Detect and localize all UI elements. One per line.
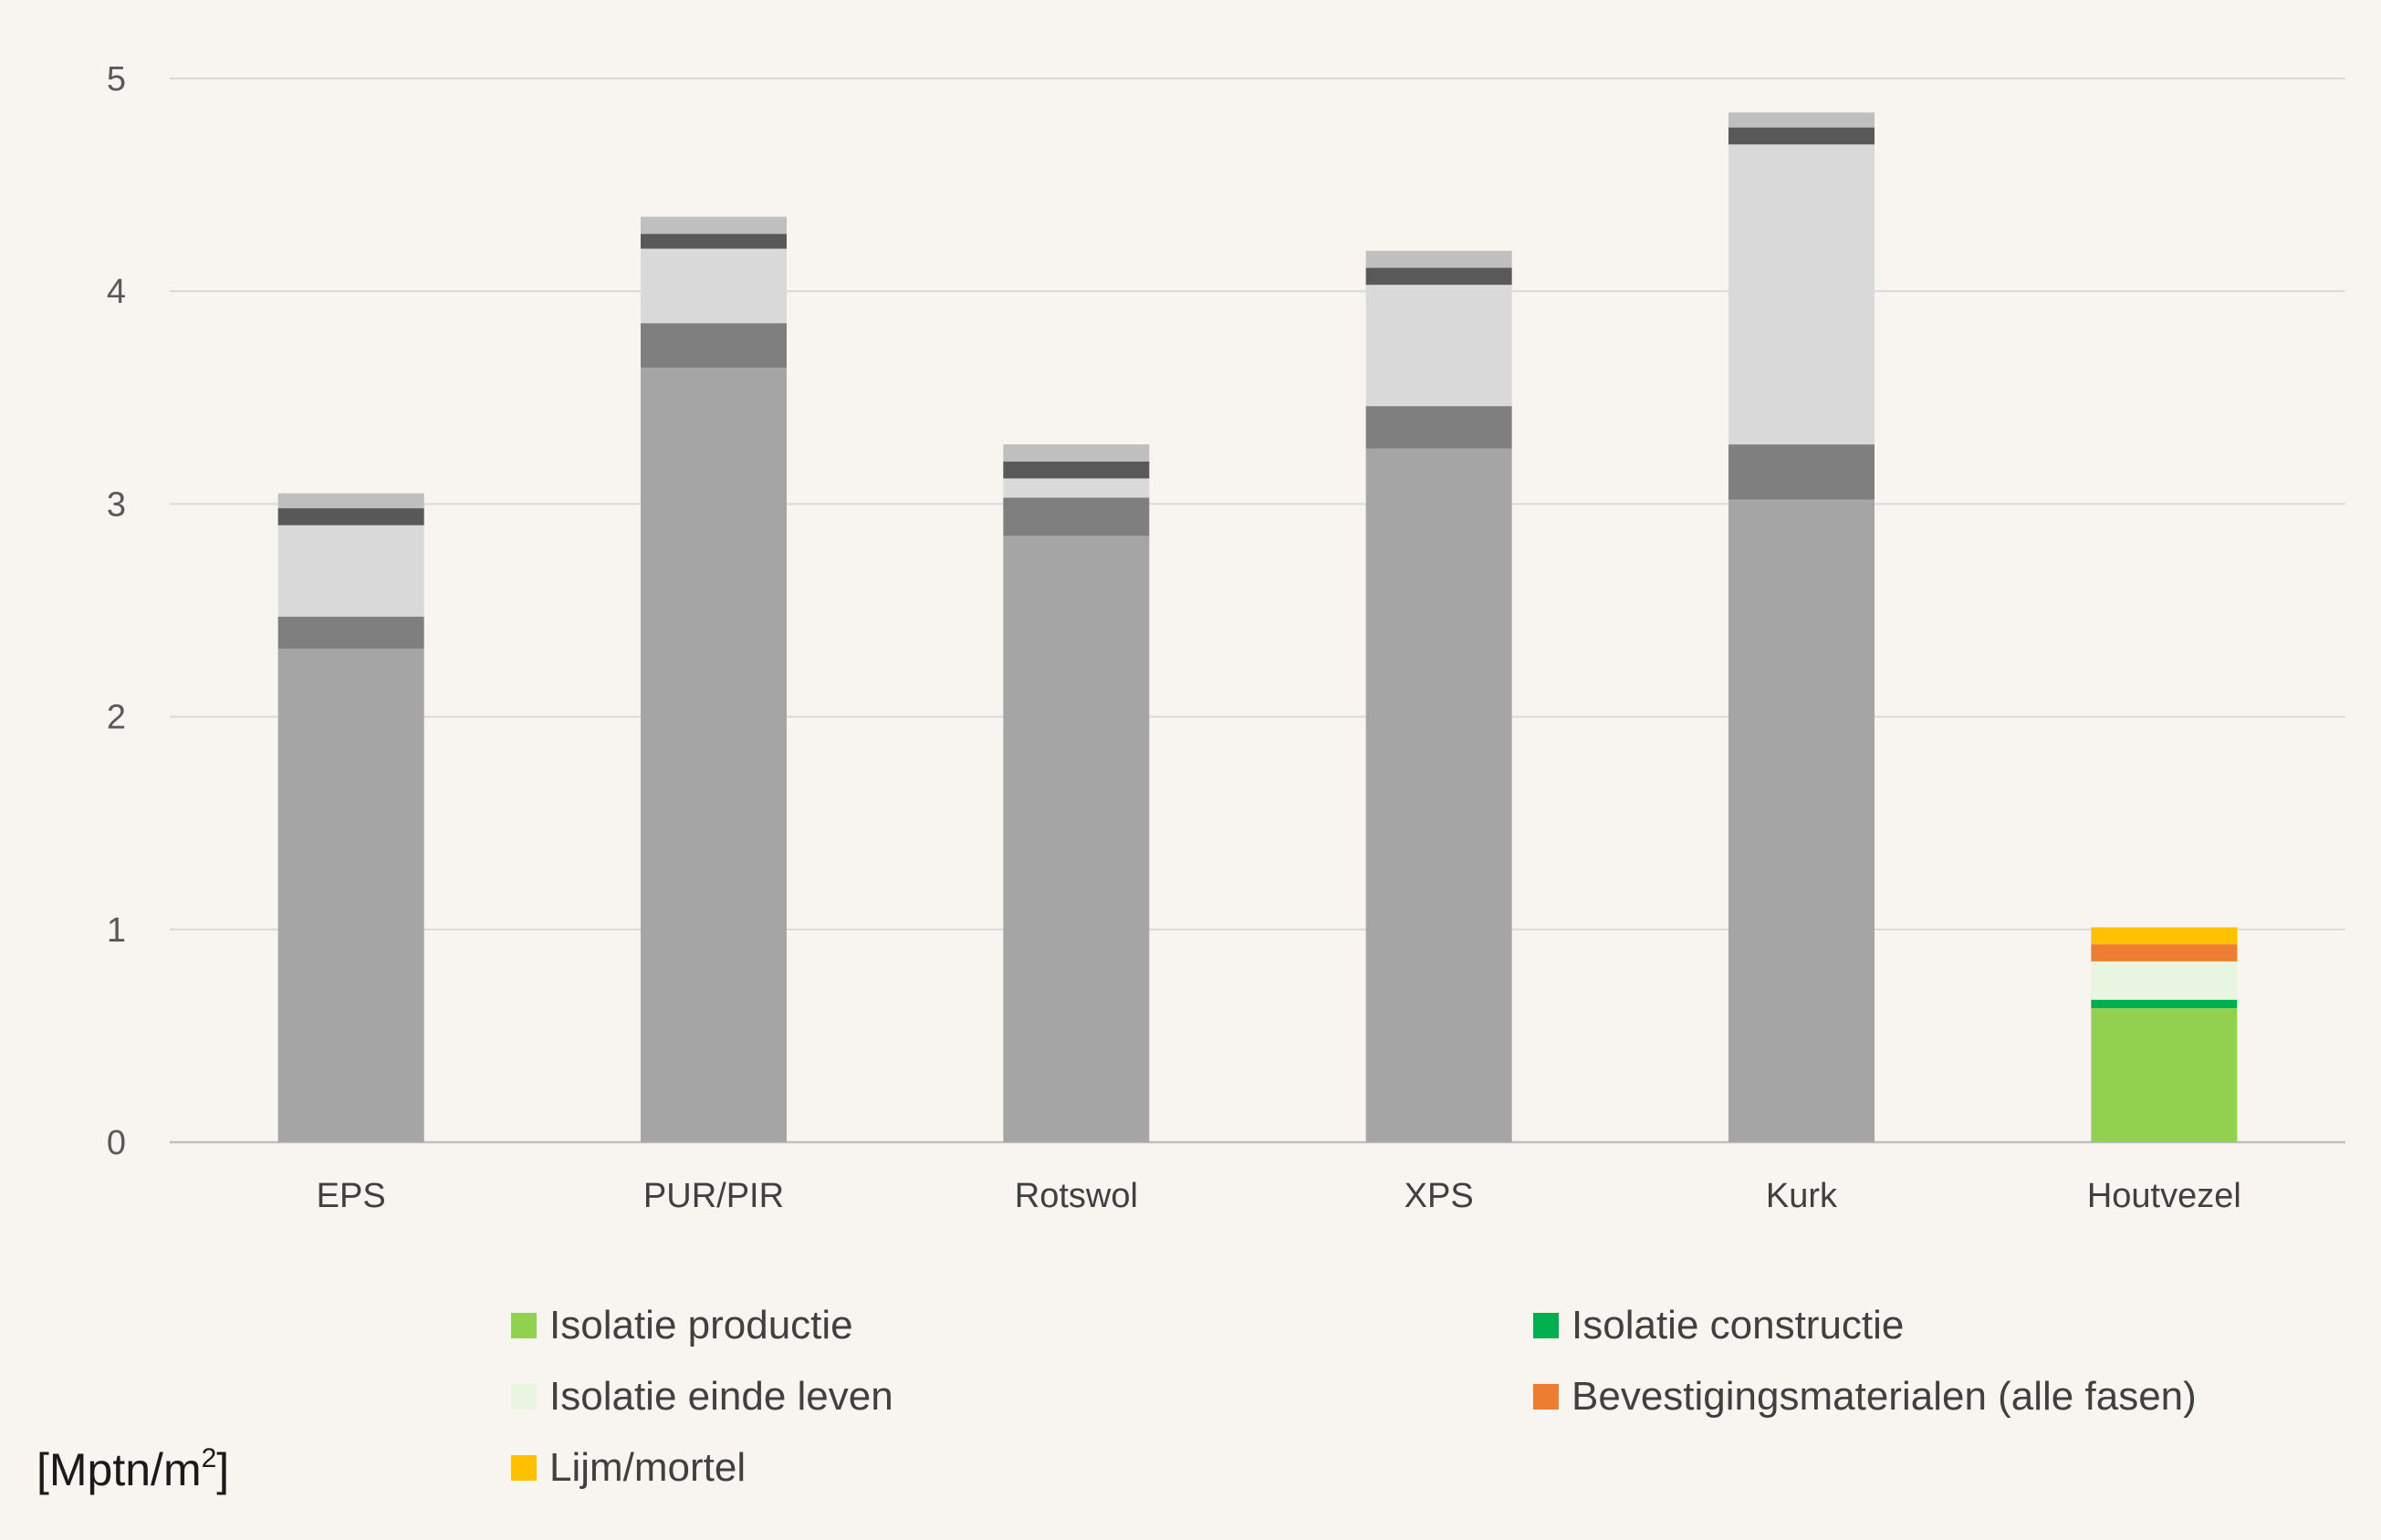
legend-swatch	[511, 1455, 537, 1481]
bar-segment-kurk-3	[1728, 127, 1875, 145]
unit-text: [Mptn/m	[37, 1444, 202, 1495]
bar-segment-xps-3	[1365, 267, 1512, 286]
y-tick-label: 2	[107, 699, 126, 737]
bar-segment-eps-0	[277, 648, 424, 1142]
bar-segment-eps-2	[277, 525, 424, 617]
bar-segment-pur-pir-0	[641, 368, 787, 1143]
bar-segment-xps-1	[1365, 406, 1512, 449]
unit-superscript: 2	[201, 1443, 217, 1473]
legend-item-bevestigingsmaterialen: Bevestigingsmaterialen (alle fasen)	[1533, 1374, 2245, 1420]
bar-segment-pur-pir-3	[641, 234, 787, 249]
bar-segment-eps-4	[277, 493, 424, 509]
y-tick-label: 1	[107, 911, 126, 950]
bar-segment-pur-pir-1	[641, 323, 787, 369]
legend-item-isolatie-constructie: Isolatie constructie	[1533, 1303, 2245, 1348]
x-category-label: Kurk	[1766, 1177, 1838, 1215]
y-tick-label: 4	[107, 273, 126, 311]
legend-label: Isolatie constructie	[1572, 1303, 1905, 1348]
x-category-label: PUR/PIR	[643, 1177, 784, 1215]
x-category-label: EPS	[317, 1177, 386, 1215]
legend-swatch	[1533, 1384, 1559, 1410]
bar-segment-houtvezel-2	[2091, 961, 2238, 1000]
bar-segment-pur-pir-2	[641, 248, 787, 324]
bar-segment-kurk-4	[1728, 112, 1875, 128]
y-tick-label: 0	[107, 1124, 126, 1162]
unit-label: [Mptn/m2]	[37, 1443, 229, 1496]
legend-label: Lijm/mortel	[549, 1445, 747, 1490]
bar-segment-kurk-1	[1728, 444, 1875, 500]
bar-segment-xps-4	[1365, 250, 1512, 268]
legend: Isolatie productie Isolatie constructie …	[511, 1303, 2245, 1491]
bar-segment-rotswol-3	[1003, 461, 1150, 479]
y-tick-label: 5	[107, 60, 126, 99]
x-category-label: XPS	[1405, 1177, 1474, 1215]
legend-label: Bevestigingsmaterialen (alle fasen)	[1572, 1374, 2197, 1419]
legend-swatch	[511, 1313, 537, 1338]
bar-segment-rotswol-2	[1003, 478, 1150, 498]
bar-segment-xps-0	[1365, 448, 1512, 1142]
bar-segment-kurk-0	[1728, 499, 1875, 1142]
bar-segment-pur-pir-4	[641, 216, 787, 234]
bar-segment-houtvezel-3	[2091, 944, 2238, 962]
x-category-label: Rotswol	[1015, 1177, 1138, 1215]
bar-segment-rotswol-1	[1003, 497, 1150, 536]
legend-swatch	[1533, 1313, 1559, 1338]
y-tick-label: 3	[107, 485, 126, 524]
bar-segment-eps-1	[277, 616, 424, 649]
x-category-label: Houtvezel	[2087, 1177, 2241, 1215]
legend-item-isolatie-einde-leven: Isolatie einde leven	[511, 1374, 1533, 1420]
bar-segment-xps-2	[1365, 285, 1512, 407]
bar-segment-rotswol-0	[1003, 536, 1150, 1142]
legend-swatch	[511, 1384, 537, 1410]
legend-item-lijm-mortel: Lijm/mortel	[511, 1445, 1533, 1491]
bar-segment-rotswol-4	[1003, 444, 1150, 462]
legend-item-isolatie-productie: Isolatie productie	[511, 1303, 1533, 1348]
bars	[277, 112, 2238, 1143]
x-axis-category-labels: EPS PUR/PIR Rotswol XPS Kurk Houtvezel	[317, 1177, 2241, 1215]
unit-close: ]	[216, 1444, 230, 1495]
bar-segment-houtvezel-4	[2091, 927, 2238, 945]
bar-segment-kurk-2	[1728, 144, 1875, 445]
gridlines	[170, 78, 2345, 1144]
legend-label: Isolatie einde leven	[549, 1374, 893, 1419]
bar-segment-houtvezel-1	[2091, 999, 2238, 1009]
legend-label: Isolatie productie	[549, 1303, 853, 1348]
bar-segment-houtvezel-0	[2091, 1008, 2238, 1142]
bar-segment-eps-3	[277, 508, 424, 525]
y-axis-tick-labels: 0 1 2 3 4 5	[107, 60, 126, 1162]
